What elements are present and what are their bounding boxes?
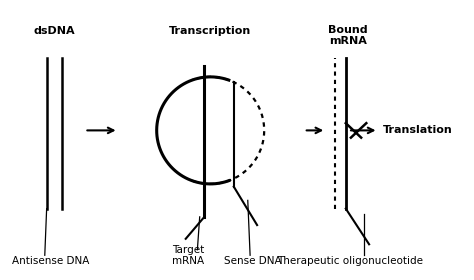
Text: Transcription: Transcription	[169, 26, 252, 36]
Text: dsDNA: dsDNA	[33, 26, 75, 36]
Text: Sense DNA: Sense DNA	[224, 256, 281, 266]
Text: Antisense DNA: Antisense DNA	[12, 256, 90, 266]
Text: Therapeutic oligonucleotide: Therapeutic oligonucleotide	[277, 256, 423, 266]
Text: Translation: Translation	[383, 125, 453, 136]
Text: Bound
mRNA: Bound mRNA	[328, 25, 368, 46]
Text: Target
mRNA: Target mRNA	[172, 245, 204, 266]
